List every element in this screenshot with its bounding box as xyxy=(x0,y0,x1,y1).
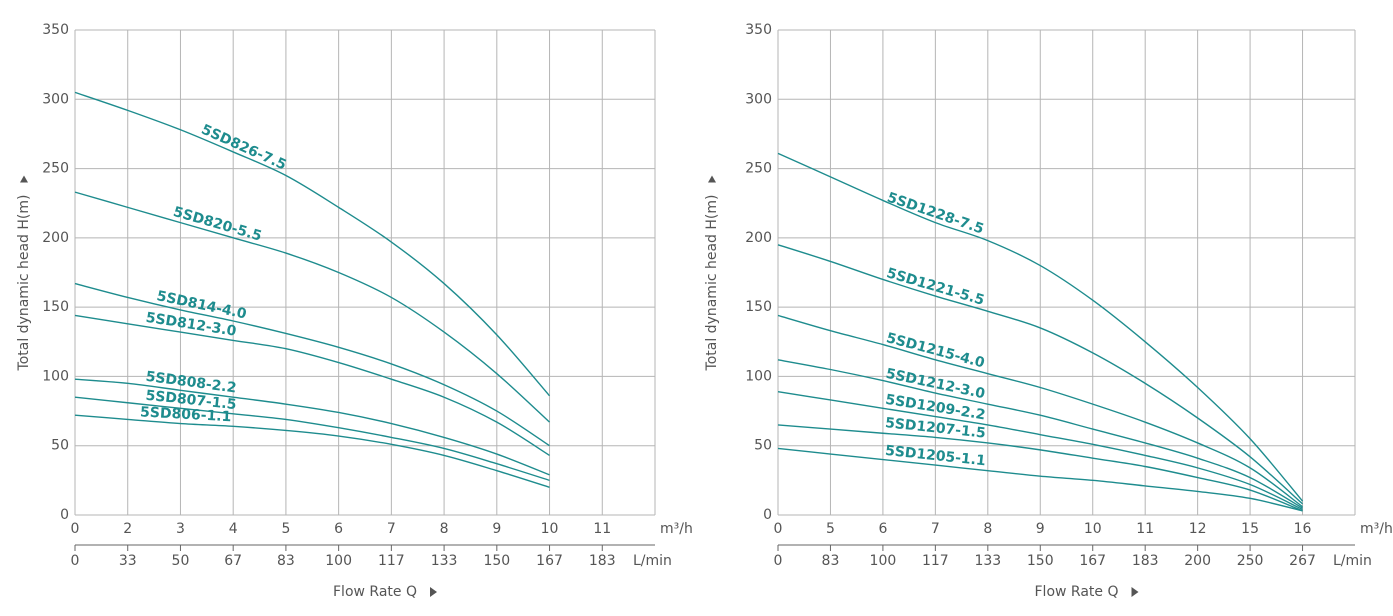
y-axis-title: Total dynamic head H(m) xyxy=(704,195,720,372)
x-unit: m³/h xyxy=(660,521,693,537)
x-unit: m³/h xyxy=(1360,521,1393,537)
arrow xyxy=(20,175,28,183)
x2-tick-label: 117 xyxy=(378,553,405,569)
x2-unit: L/min xyxy=(633,553,672,569)
curve xyxy=(74,378,550,476)
curve xyxy=(74,314,550,457)
x2-tick-label: 83 xyxy=(822,553,840,569)
arrow xyxy=(1131,587,1139,597)
curve xyxy=(777,244,1304,505)
y-tick-label: 250 xyxy=(745,161,772,177)
curve xyxy=(74,91,551,397)
curve xyxy=(74,282,550,447)
arrow xyxy=(430,587,437,597)
x-tick-label: 5 xyxy=(826,521,835,537)
curve xyxy=(777,152,1304,502)
x-tick-label: 2 xyxy=(123,521,132,537)
x2-tick-label: 267 xyxy=(1289,553,1316,569)
x2-tick-label: 150 xyxy=(483,553,510,569)
x-tick-label: 9 xyxy=(492,521,501,537)
y-tick-label: 0 xyxy=(60,507,69,523)
x2-tick-label: 117 xyxy=(922,553,949,569)
x-axis-title: Flow Rate Q xyxy=(333,584,417,600)
y-tick-label: 100 xyxy=(745,368,772,384)
y-tick-label: 50 xyxy=(754,438,772,454)
x2-tick-label: 250 xyxy=(1237,553,1264,569)
curve xyxy=(777,390,1303,511)
curve xyxy=(777,424,1303,512)
y-tick-label: 100 xyxy=(42,368,69,384)
curve xyxy=(777,447,1303,512)
x2-tick-label: 83 xyxy=(277,553,295,569)
x-tick-label: 11 xyxy=(1136,521,1154,537)
x-tick-label: 16 xyxy=(1294,521,1312,537)
x-tick-label: 3 xyxy=(176,521,185,537)
x2-tick-label: 67 xyxy=(224,553,242,569)
x2-tick-label: 0 xyxy=(71,553,80,569)
y-axis-title: Total dynamic head H(m) xyxy=(16,195,32,372)
y-tick-label: 50 xyxy=(51,438,69,454)
x-tick-label: 9 xyxy=(1036,521,1045,537)
x-tick-label: 11 xyxy=(593,521,611,537)
x2-tick-label: 100 xyxy=(870,553,897,569)
curve xyxy=(74,414,550,488)
x2-tick-label: 167 xyxy=(536,553,563,569)
y-tick-label: 300 xyxy=(745,91,772,107)
x2-unit: L/min xyxy=(1333,553,1372,569)
x2-tick-label: 150 xyxy=(1027,553,1054,569)
y-tick-label: 200 xyxy=(42,230,69,246)
y-tick-label: 150 xyxy=(42,299,69,315)
x2-tick-label: 0 xyxy=(774,553,783,569)
curve xyxy=(74,191,551,423)
series-label: 5SD826-7.5 xyxy=(199,122,289,174)
x-tick-label: 5 xyxy=(281,521,290,537)
x-tick-label: 7 xyxy=(931,521,940,537)
curve xyxy=(777,359,1303,509)
x-tick-label: 0 xyxy=(774,521,783,537)
x-tick-label: 6 xyxy=(878,521,887,537)
y-tick-label: 300 xyxy=(42,91,69,107)
arrow xyxy=(708,175,716,183)
y-tick-label: 350 xyxy=(745,22,772,38)
y-tick-label: 200 xyxy=(745,230,772,246)
x-tick-label: 15 xyxy=(1241,521,1259,537)
y-tick-label: 350 xyxy=(42,22,69,38)
series-label: 5SD806-1.1 xyxy=(140,404,232,425)
x2-tick-label: 200 xyxy=(1184,553,1211,569)
y-tick-label: 0 xyxy=(763,507,772,523)
curve xyxy=(74,396,550,482)
x2-tick-label: 100 xyxy=(325,553,352,569)
x-tick-label: 10 xyxy=(1084,521,1102,537)
x2-tick-label: 133 xyxy=(974,553,1001,569)
x-tick-label: 12 xyxy=(1189,521,1207,537)
x2-tick-label: 183 xyxy=(589,553,616,569)
x-tick-label: 6 xyxy=(334,521,343,537)
x2-tick-label: 33 xyxy=(119,553,137,569)
x-tick-label: 8 xyxy=(440,521,449,537)
x2-tick-label: 183 xyxy=(1132,553,1159,569)
y-tick-label: 150 xyxy=(745,299,772,315)
x-axis-title: Flow Rate Q xyxy=(1035,584,1119,600)
x-tick-label: 0 xyxy=(71,521,80,537)
x-tick-label: 7 xyxy=(387,521,396,537)
x2-tick-label: 50 xyxy=(172,553,190,569)
curve xyxy=(777,314,1303,508)
x-tick-label: 10 xyxy=(541,521,559,537)
x-tick-label: 4 xyxy=(229,521,238,537)
y-tick-label: 250 xyxy=(42,161,69,177)
x-tick-label: 8 xyxy=(983,521,992,537)
x2-tick-label: 133 xyxy=(431,553,458,569)
x2-tick-label: 167 xyxy=(1079,553,1106,569)
